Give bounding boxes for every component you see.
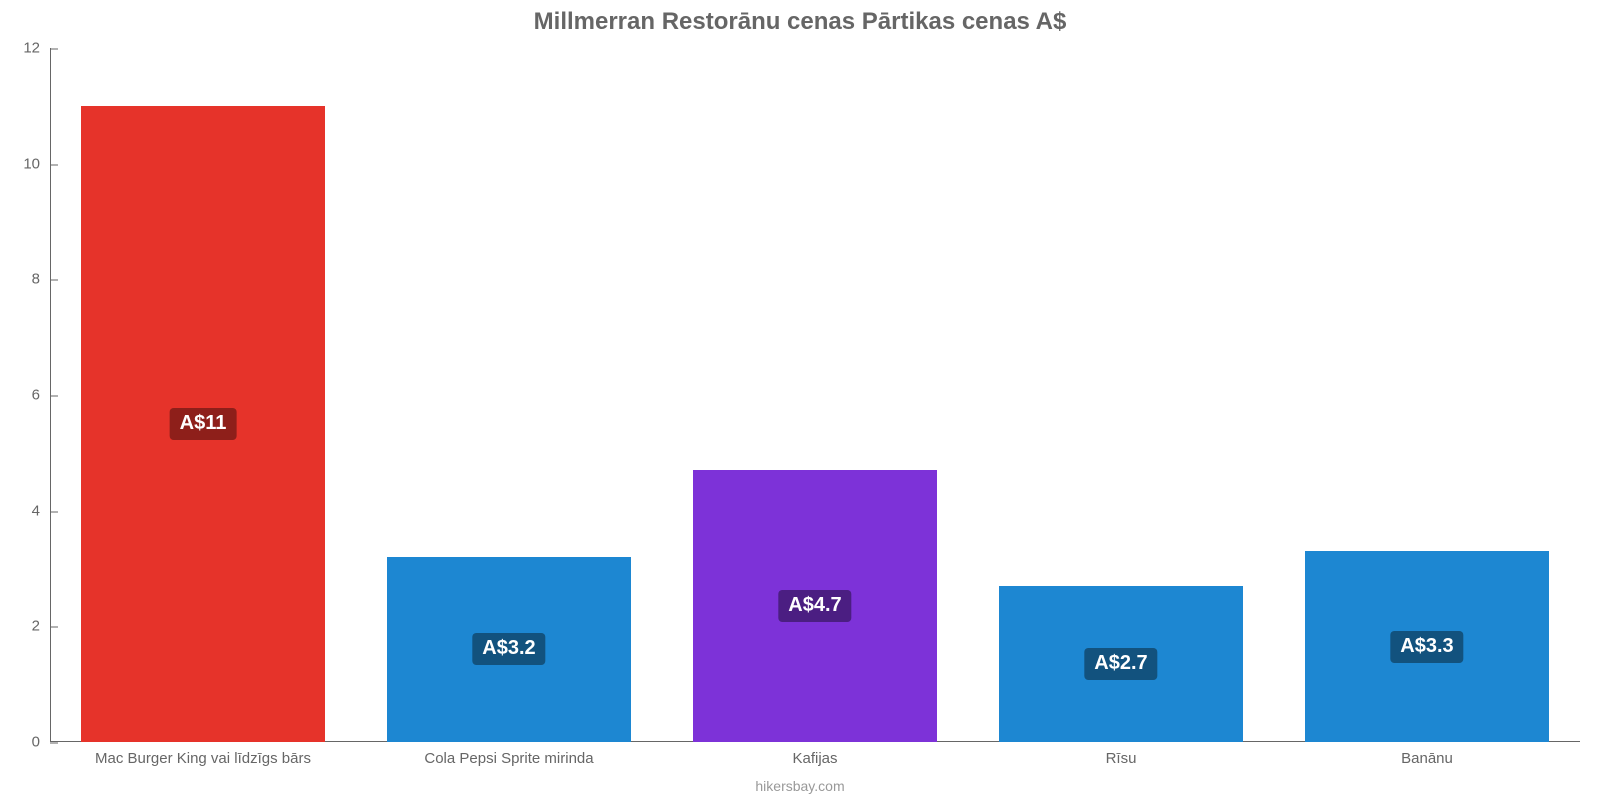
bar: A$3.2	[387, 557, 632, 742]
y-tick-label: 2	[32, 618, 50, 635]
bar-value-label: A$2.7	[1084, 648, 1157, 680]
bar-value-label: A$3.2	[472, 633, 545, 665]
bar-value-label: A$4.7	[778, 590, 851, 622]
x-tick-label: Banānu	[1401, 742, 1453, 767]
y-tick-label: 8	[32, 271, 50, 288]
y-tick	[50, 49, 58, 50]
price-bar-chart: Millmerran Restorānu cenas Pārtikas cena…	[0, 0, 1600, 800]
x-tick-label: Kafijas	[792, 742, 837, 767]
y-tick-label: 6	[32, 387, 50, 404]
y-tick-label: 4	[32, 502, 50, 519]
y-tick	[50, 280, 58, 281]
y-tick	[50, 743, 58, 744]
bar: A$11	[81, 106, 326, 742]
y-tick	[50, 164, 58, 165]
y-tick-label: 12	[23, 40, 50, 57]
y-tick	[50, 627, 58, 628]
x-tick-label: Mac Burger King vai līdzīgs bārs	[95, 742, 311, 767]
bar-value-label: A$3.3	[1390, 631, 1463, 663]
x-tick-label: Rīsu	[1106, 742, 1137, 767]
plot-area: 024681012A$11Mac Burger King vai līdzīgs…	[50, 48, 1580, 742]
y-tick	[50, 511, 58, 512]
x-tick-label: Cola Pepsi Sprite mirinda	[424, 742, 593, 767]
y-tick	[50, 396, 58, 397]
chart-footer: hikersbay.com	[0, 778, 1600, 794]
bar: A$2.7	[999, 586, 1244, 742]
y-tick-label: 0	[32, 734, 50, 751]
bar: A$3.3	[1305, 551, 1550, 742]
bar: A$4.7	[693, 470, 938, 742]
chart-title: Millmerran Restorānu cenas Pārtikas cena…	[0, 8, 1600, 36]
y-tick-label: 10	[23, 155, 50, 172]
bar-value-label: A$11	[170, 408, 237, 440]
